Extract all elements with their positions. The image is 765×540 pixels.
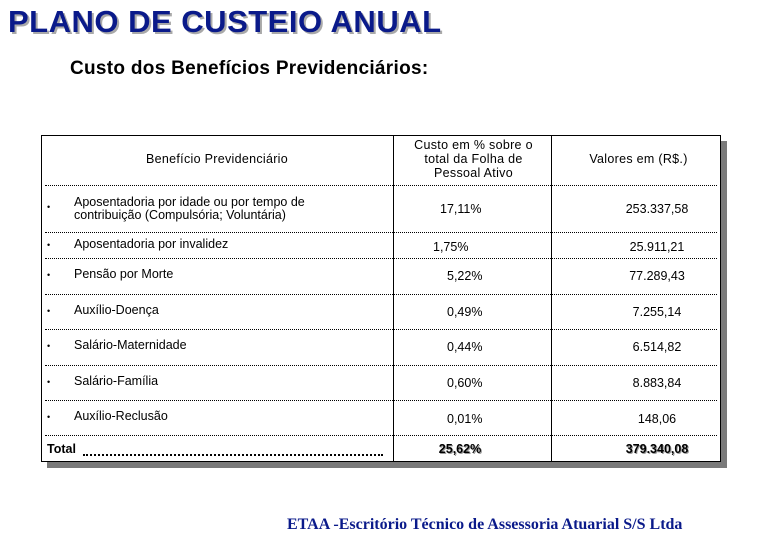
benefit-label: Auxílio-Doença <box>74 303 159 317</box>
total-pct-value: 25,62% <box>438 442 482 456</box>
amount-value: 6.514,82 <box>632 340 682 354</box>
row-separator <box>45 435 717 436</box>
bullet-icon: • <box>47 202 51 212</box>
amount-value: 253.337,58 <box>625 202 689 216</box>
row-separator <box>45 232 717 233</box>
bullet-icon: • <box>47 341 51 351</box>
amount-value: 25.911,21 <box>629 240 685 254</box>
benefits-cost-table: Benefício Previdenciário Custo em % sobr… <box>41 135 727 468</box>
page-title: PLANO DE CUSTEIO ANUAL <box>8 4 442 39</box>
amount-value: 8.883,84 <box>632 376 682 390</box>
cost-pct-value: 0,44% <box>447 340 483 354</box>
column-divider <box>551 136 552 461</box>
bullet-icon: • <box>47 270 51 280</box>
row-separator <box>45 329 717 330</box>
cost-pct-value: 1,75% <box>433 240 469 254</box>
benefit-label: Salário-Maternidade <box>74 338 187 352</box>
cost-pct-value: 17,11% <box>440 202 482 216</box>
bullet-icon: • <box>47 412 51 422</box>
bullet-icon: • <box>47 306 51 316</box>
amount-value: 7.255,14 <box>632 305 682 319</box>
total-leader-dots <box>83 454 383 456</box>
row-separator <box>45 400 717 401</box>
header-benefit: Benefício Previdenciário <box>146 152 288 166</box>
amount-value: 77.289,43 <box>629 269 685 283</box>
row-separator <box>45 294 717 295</box>
total-label: Total <box>47 442 76 456</box>
cost-pct-value: 0,49% <box>447 305 483 319</box>
table-body: Benefício Previdenciário Custo em % sobr… <box>41 135 721 462</box>
cost-pct-value: 0,01% <box>447 412 483 426</box>
row-separator <box>45 185 717 186</box>
cost-pct-value: 5,22% <box>447 269 483 283</box>
benefit-label: Aposentadoria por invalidez <box>74 237 229 251</box>
benefit-label: Auxílio-Reclusão <box>74 409 168 423</box>
footer-company: ETAA -Escritório Técnico de Assessoria A… <box>287 516 683 533</box>
header-cost-pct: Custo em % sobre o total da Folha de Pes… <box>414 138 533 180</box>
row-separator <box>45 365 717 366</box>
amount-value: 148,06 <box>637 412 677 426</box>
total-amount-value: 379.340,08 <box>625 442 689 456</box>
benefit-label: Salário-Família <box>74 374 159 388</box>
bullet-icon: • <box>47 377 51 387</box>
cost-pct-value: 0,60% <box>447 376 483 390</box>
benefit-label: Aposentadoria por idade ou por tempo de … <box>74 195 305 222</box>
header-values: Valores em (R$.) <box>589 152 688 166</box>
section-subtitle: Custo dos Benefícios Previdenciários: <box>70 58 429 79</box>
column-divider <box>393 136 394 461</box>
bullet-icon: • <box>47 240 51 250</box>
row-separator <box>45 258 717 259</box>
benefit-label: Pensão por Morte <box>74 267 174 281</box>
